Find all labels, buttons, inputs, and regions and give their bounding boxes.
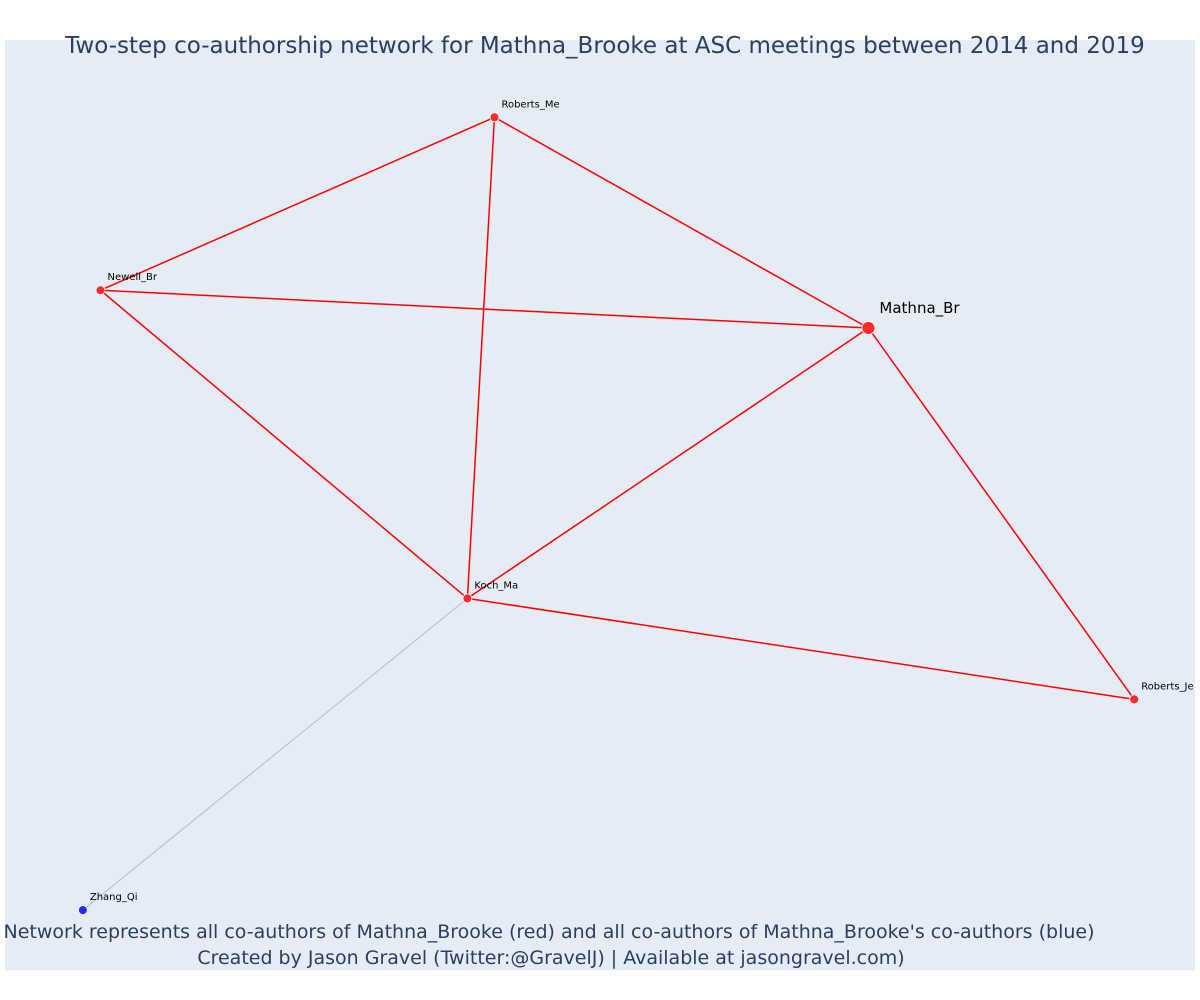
node-label-Zhang_Qi: Zhang_Qi bbox=[90, 892, 138, 903]
node-Roberts_Me[interactable] bbox=[489, 112, 500, 123]
edge-Newell_Br-Mathna_Br bbox=[100, 289, 869, 329]
node-label-Newell_Br: Newell_Br bbox=[107, 272, 157, 283]
edge-Roberts_Me-Mathna_Br bbox=[494, 116, 869, 329]
edge-Koch_Ma-Roberts_Je bbox=[467, 597, 1135, 701]
edge-Koch_Ma-Mathna_Br bbox=[466, 327, 869, 600]
chart-title: Two-step co-authorship network for Mathn… bbox=[64, 33, 1145, 59]
node-Newell_Br[interactable] bbox=[95, 285, 106, 296]
node-Koch_Ma[interactable] bbox=[462, 593, 473, 604]
chart-caption-line2: Created by Jason Gravel (Twitter:@Gravel… bbox=[197, 947, 904, 969]
nodes-layer bbox=[77, 112, 1140, 915]
node-label-Koch_Ma: Koch_Ma bbox=[474, 580, 518, 591]
node-Mathna_Br[interactable] bbox=[861, 321, 876, 335]
edge-Newell_Br-Koch_Ma bbox=[100, 289, 468, 599]
edges-layer bbox=[82, 116, 1135, 911]
node-label-Roberts_Me: Roberts_Me bbox=[501, 99, 559, 110]
edge-Koch_Ma-Zhang_Qi bbox=[82, 598, 468, 911]
node-Zhang_Qi[interactable] bbox=[77, 905, 88, 915]
node-label-Mathna_Br: Mathna_Br bbox=[879, 299, 960, 318]
plot-background bbox=[5, 40, 1195, 970]
edge-Mathna_Br-Roberts_Je bbox=[867, 327, 1135, 700]
edge-Roberts_Me-Koch_Ma bbox=[466, 117, 496, 599]
chart-caption-line1: Network represents all co-authors of Mat… bbox=[4, 921, 1095, 943]
edge-Roberts_Me-Newell_Br bbox=[100, 116, 495, 291]
node-label-Roberts_Je: Roberts_Je bbox=[1141, 681, 1193, 692]
node-Roberts_Je[interactable] bbox=[1129, 694, 1140, 705]
node-labels-layer: Mathna_Br Roberts_Me Newell_Br Koch_Ma Rober… bbox=[90, 99, 1194, 903]
